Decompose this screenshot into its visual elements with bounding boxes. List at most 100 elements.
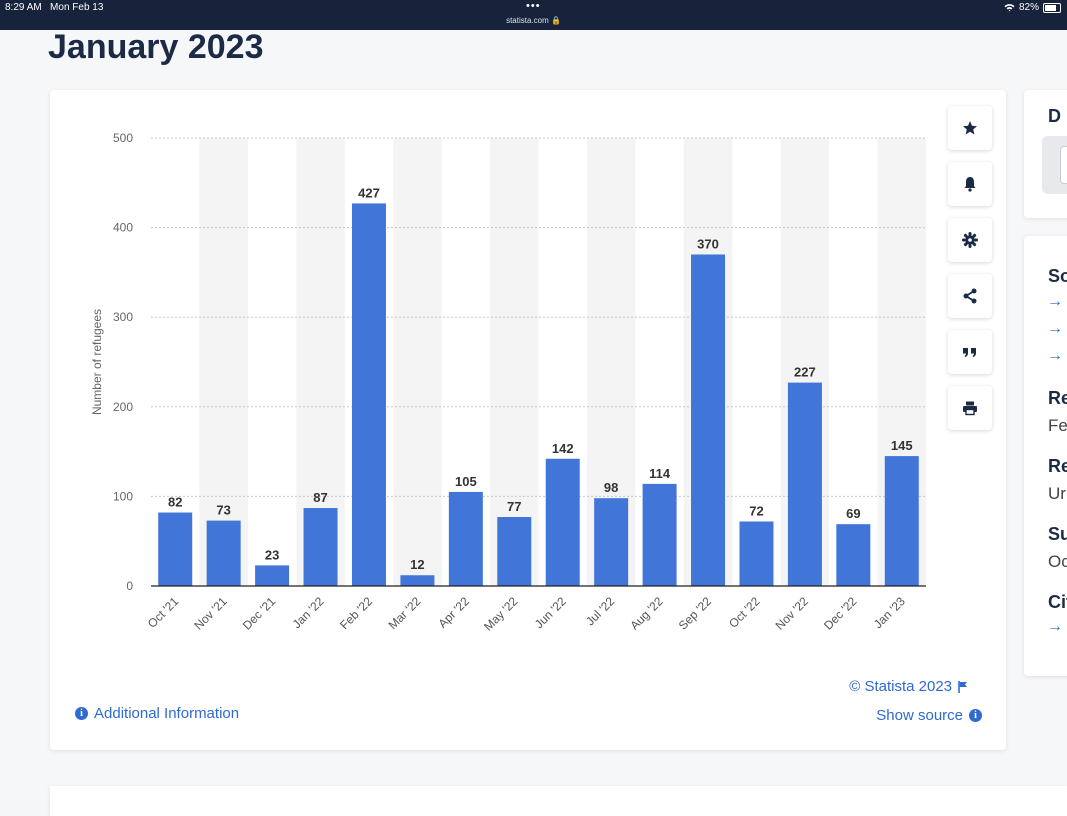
data-label: 98 bbox=[604, 480, 618, 495]
x-tick-label: Mar '22 bbox=[386, 594, 424, 632]
arrow-right-icon[interactable]: → bbox=[1047, 618, 1063, 635]
status-indicators: 82% bbox=[1004, 2, 1061, 13]
data-label: 114 bbox=[649, 466, 671, 481]
cite-button[interactable] bbox=[948, 330, 992, 374]
x-tick-label: Oct '21 bbox=[145, 594, 182, 631]
bar bbox=[787, 382, 822, 586]
x-tick-label: Feb '22 bbox=[337, 594, 375, 632]
x-tick-label: May '22 bbox=[481, 594, 521, 634]
arrow-right-icon[interactable]: → bbox=[1047, 347, 1063, 364]
copyright-link[interactable]: © Statista 2023 bbox=[849, 678, 968, 695]
x-tick-label: Dec '21 bbox=[240, 594, 279, 633]
x-tick-label: Jan '23 bbox=[871, 594, 908, 631]
x-tick-label: Oct '22 bbox=[726, 594, 763, 631]
page-title: January 2023 bbox=[48, 28, 264, 66]
flag-icon bbox=[958, 680, 967, 693]
arrow-right-icon[interactable]: → bbox=[1047, 293, 1063, 310]
next-card bbox=[50, 786, 1067, 816]
x-tick-label: Aug '22 bbox=[627, 594, 666, 633]
survey-value: Oc bbox=[1048, 552, 1067, 571]
region-value: Ur bbox=[1048, 484, 1066, 503]
y-axis-label: Number of refugees bbox=[90, 309, 104, 415]
bar bbox=[545, 458, 580, 586]
additional-info-text[interactable]: Additional Information bbox=[94, 705, 240, 722]
print-button[interactable] bbox=[948, 386, 992, 430]
status-time: 8:29 AM Mon Feb 13 bbox=[5, 2, 104, 13]
share-icon bbox=[963, 288, 977, 304]
star-icon bbox=[963, 121, 977, 135]
x-tick-label: Jan '22 bbox=[290, 594, 327, 631]
y-tick-label: 400 bbox=[113, 221, 133, 235]
bar bbox=[448, 491, 483, 586]
citation-heading: Cit bbox=[1048, 592, 1067, 612]
download-option[interactable] bbox=[1042, 136, 1067, 194]
arrow-right-icon[interactable]: → bbox=[1047, 320, 1063, 337]
chart-card: 0 100 200 300 400 500 Number of refugees 82 Oct … bbox=[50, 90, 1006, 750]
x-tick-label: Sep '22 bbox=[676, 594, 715, 633]
bar bbox=[691, 254, 726, 587]
x-tick-label: Nov '22 bbox=[773, 594, 812, 633]
x-tick-label: Jun '22 bbox=[532, 594, 569, 631]
info-icon: i bbox=[75, 707, 88, 720]
bar bbox=[884, 456, 919, 586]
bar bbox=[594, 498, 629, 586]
bar bbox=[351, 203, 386, 586]
data-label: 73 bbox=[216, 503, 230, 518]
download-panel: D bbox=[1024, 90, 1067, 218]
info-panel: So → → → Re Fe Re Ur Su Oc Cit → bbox=[1024, 236, 1067, 676]
favorite-button[interactable] bbox=[948, 106, 992, 150]
data-label: 72 bbox=[749, 503, 763, 518]
bar bbox=[400, 575, 435, 586]
data-label: 69 bbox=[846, 506, 860, 521]
bar bbox=[158, 512, 193, 586]
quote-icon bbox=[963, 348, 976, 357]
region-heading: Re bbox=[1048, 456, 1067, 476]
gear-icon bbox=[962, 232, 978, 248]
data-label: 427 bbox=[358, 185, 380, 200]
share-button[interactable] bbox=[948, 274, 992, 318]
download-heading: D bbox=[1048, 106, 1061, 126]
data-label: 12 bbox=[410, 557, 424, 572]
bar bbox=[303, 508, 338, 586]
bar bbox=[739, 521, 774, 586]
x-tick-label: Nov '21 bbox=[191, 594, 230, 633]
y-tick-label: 0 bbox=[126, 579, 133, 593]
y-tick-label: 200 bbox=[113, 400, 133, 414]
notification-button[interactable] bbox=[948, 162, 992, 206]
battery-percent: 82% bbox=[1018, 2, 1039, 13]
battery-icon bbox=[1043, 2, 1061, 13]
bar bbox=[255, 565, 290, 586]
bar bbox=[836, 524, 871, 586]
bar-chart: 0 100 200 300 400 500 Number of refugees 82 Oct … bbox=[90, 131, 926, 634]
wifi-icon bbox=[1004, 4, 1015, 12]
print-icon bbox=[963, 401, 977, 416]
show-source-link[interactable]: Show source i bbox=[876, 707, 982, 724]
copyright-text[interactable]: © Statista 2023 bbox=[849, 678, 952, 695]
status-bar: 8:29 AM Mon Feb 13 ••• statista.com 🔒 82… bbox=[0, 0, 1067, 30]
y-tick-label: 300 bbox=[113, 310, 133, 324]
y-tick-label: 100 bbox=[113, 489, 133, 503]
show-source-text[interactable]: Show source bbox=[876, 707, 963, 724]
column-band bbox=[393, 138, 442, 586]
data-label: 227 bbox=[794, 365, 816, 380]
bar bbox=[642, 483, 677, 586]
settings-button[interactable] bbox=[948, 218, 992, 262]
bar bbox=[206, 520, 241, 586]
data-label: 370 bbox=[697, 236, 719, 251]
x-tick-label: Jul '22 bbox=[583, 594, 617, 628]
y-tick-label: 500 bbox=[113, 131, 133, 145]
data-label: 82 bbox=[168, 495, 182, 510]
additional-info-link[interactable]: i Additional Information bbox=[75, 705, 239, 722]
data-label: 77 bbox=[507, 499, 521, 514]
data-label: 23 bbox=[265, 547, 279, 562]
column-band bbox=[199, 138, 248, 586]
survey-heading: Su bbox=[1048, 524, 1067, 544]
bar bbox=[497, 517, 532, 586]
address-bar[interactable]: statista.com 🔒 bbox=[506, 16, 561, 25]
x-tick-label: Apr '22 bbox=[435, 594, 472, 631]
data-label: 145 bbox=[891, 438, 913, 453]
data-label: 87 bbox=[313, 490, 327, 505]
source-heading: So bbox=[1048, 266, 1067, 286]
tab-dots-icon[interactable]: ••• bbox=[526, 0, 541, 12]
x-tick-label: Dec '22 bbox=[821, 594, 860, 633]
